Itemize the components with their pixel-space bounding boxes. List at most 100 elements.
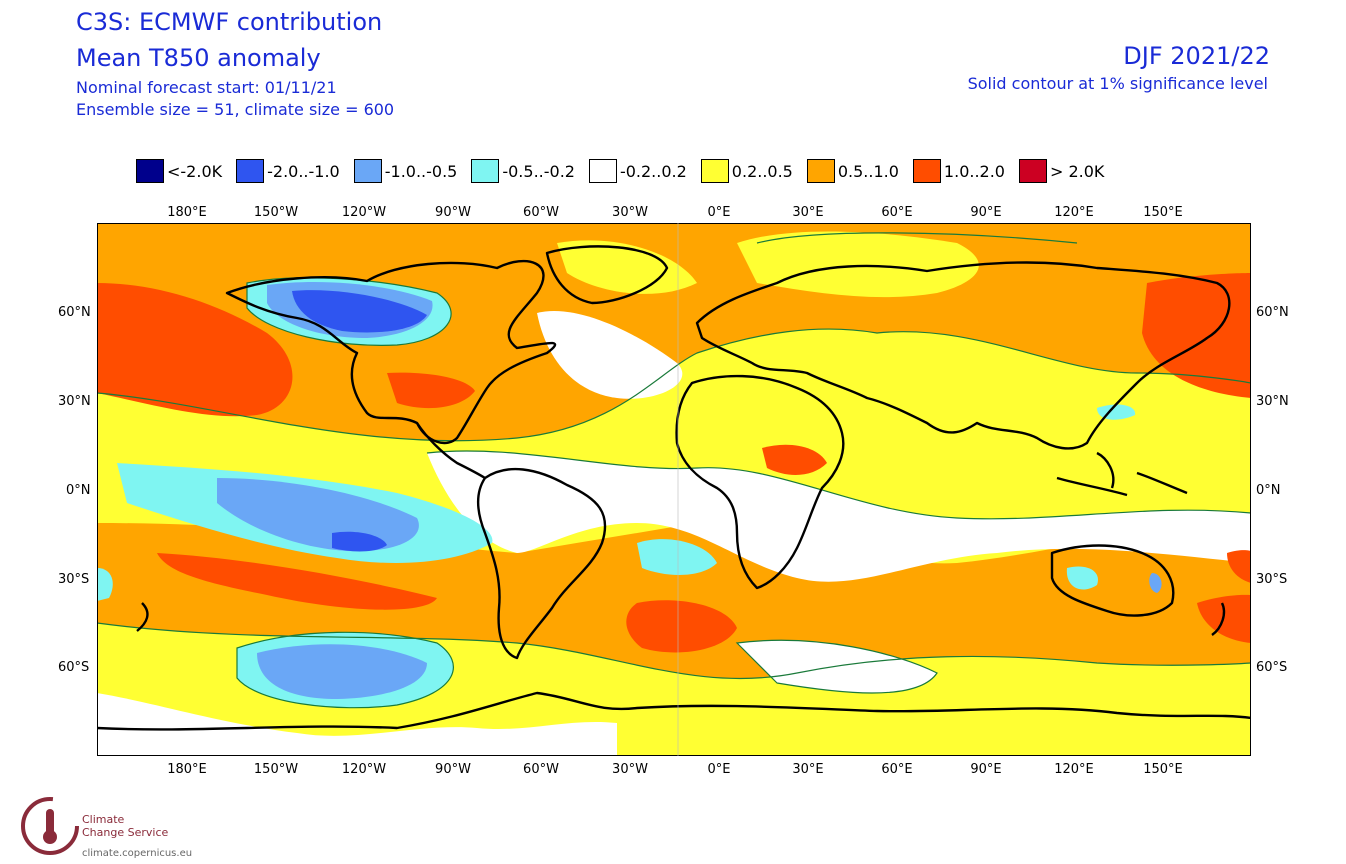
- legend-swatch: [471, 159, 500, 183]
- coastline-greenland: [545, 245, 669, 305]
- coastline-eurasia: [695, 261, 1231, 450]
- coastline-south-america: [477, 467, 607, 660]
- lat-label-left: 30°N: [58, 394, 91, 409]
- lon-label-top: 30°E: [792, 205, 824, 220]
- legend-item: 1.0..2.0: [912, 159, 1005, 183]
- legend-swatch: [912, 159, 941, 183]
- anomaly-region-strong-warm: [1227, 550, 1251, 583]
- coastlines: [97, 245, 1251, 731]
- legend-label: 0.2..0.5: [731, 161, 793, 181]
- anomaly-region-cold: [1149, 573, 1162, 593]
- lon-label-bottom: 60°E: [881, 762, 913, 777]
- lat-label-right: 60°N: [1256, 305, 1289, 320]
- legend-swatch: [1018, 159, 1047, 183]
- lon-label-top: 180°E: [167, 205, 207, 220]
- anomaly-region-weak-cold: [97, 568, 113, 601]
- color-legend: <-2.0K -2.0..-1.0 -1.0..-0.5 -0.5..-0.2 …: [136, 158, 1118, 184]
- legend-item: <-2.0K: [136, 159, 222, 183]
- lat-label-right: 0°N: [1256, 483, 1281, 498]
- ensemble-size: Ensemble size = 51, climate size = 600: [76, 100, 395, 119]
- lon-label-bottom: 90°E: [970, 762, 1002, 777]
- copernicus-url[interactable]: climate.copernicus.eu: [82, 848, 193, 859]
- legend-label: 0.5..1.0: [837, 161, 899, 181]
- lon-label-bottom: 30°E: [792, 762, 824, 777]
- significance-contour: [735, 639, 938, 694]
- significance-contour: [756, 232, 1078, 244]
- anomaly-region-weak-cold: [1066, 566, 1098, 590]
- legend-swatch: [353, 159, 382, 183]
- legend-label: -1.0..-0.5: [384, 161, 458, 181]
- lon-label-top: 150°W: [253, 205, 299, 220]
- legend-label: 1.0..2.0: [943, 161, 1005, 181]
- anomaly-region-strong-warm: [387, 372, 475, 409]
- anomaly-region-very-cold: [292, 290, 427, 333]
- lat-label-right: 30°N: [1256, 394, 1289, 409]
- legend-label: -2.0..-1.0: [267, 161, 340, 181]
- anomaly-region-strong-warm: [762, 444, 827, 475]
- lon-label-bottom: 30°W: [612, 762, 648, 777]
- significance-contour: [97, 622, 1251, 680]
- anomaly-region-strong-warm: [626, 600, 737, 653]
- lon-label-top: 30°W: [612, 205, 648, 220]
- lon-label-top: 90°E: [970, 205, 1002, 220]
- lat-label-right: 60°S: [1256, 660, 1288, 675]
- lat-label-left: 60°N: [58, 305, 91, 320]
- significance-contour: [426, 450, 1251, 520]
- legend-item: -0.2..0.2: [588, 159, 687, 183]
- lat-label-left: 0°N: [66, 483, 91, 498]
- anomaly-region-neutral: [427, 450, 1251, 582]
- lon-label-top: 60°E: [881, 205, 913, 220]
- coastline-australia: [1050, 544, 1175, 617]
- anomaly-map: [97, 223, 1251, 756]
- anomaly-region-weak-cold: [637, 539, 717, 575]
- lat-label-left: 60°S: [58, 660, 90, 675]
- anomaly-region-strong-warm: [97, 283, 293, 417]
- lon-label-bottom: 180°E: [167, 762, 207, 777]
- lon-label-bottom: 90°W: [435, 762, 471, 777]
- anomaly-region-neutral: [97, 693, 617, 756]
- anomaly-region-cold: [257, 644, 427, 699]
- anomaly-region-weak-warm: [737, 231, 979, 298]
- lon-label-bottom: 120°E: [1054, 762, 1094, 777]
- lon-label-top: 150°E: [1143, 205, 1183, 220]
- anomaly-region-very-cold: [332, 531, 387, 552]
- significance-contour: [236, 631, 454, 709]
- logo-line-climate: Climate: [82, 813, 125, 826]
- legend-item: > 2.0K: [1018, 159, 1104, 183]
- coastline-islands: [1056, 476, 1128, 497]
- legend-label: -0.5..-0.2: [502, 161, 575, 181]
- coastline-antarctica: [97, 691, 1251, 731]
- map-frame: [97, 223, 1251, 756]
- lon-label-top: 60°W: [523, 205, 559, 220]
- lon-label-bottom: 150°W: [253, 762, 299, 777]
- lon-label-bottom: 150°E: [1143, 762, 1183, 777]
- climate-change-service-logo: [21, 797, 79, 855]
- anomaly-region-cold: [217, 478, 419, 552]
- anomaly-region-weak-warm: [557, 240, 697, 294]
- lon-label-bottom: 0°E: [707, 762, 731, 777]
- legend-swatch: [236, 159, 265, 183]
- coastline-new-zealand: [136, 602, 149, 632]
- significance-contour: [97, 328, 1251, 442]
- legend-item: 0.5..1.0: [806, 159, 899, 183]
- anomaly-region-strong-warm: [157, 553, 437, 610]
- legend-swatch: [588, 159, 617, 183]
- lon-label-top: 90°W: [435, 205, 471, 220]
- lat-label-right: 30°S: [1256, 572, 1288, 587]
- lon-label-top: 120°E: [1054, 205, 1094, 220]
- season-label: DJF 2021/22: [1123, 42, 1270, 70]
- map-subtitle: Mean T850 anomaly: [76, 44, 321, 72]
- legend-swatch: [700, 159, 729, 183]
- legend-swatch: [806, 159, 835, 183]
- lon-label-bottom: 60°W: [523, 762, 559, 777]
- significance-contours: [97, 232, 1251, 709]
- legend-label: <-2.0K: [167, 161, 223, 181]
- map-title: C3S: ECMWF contribution: [76, 8, 383, 36]
- significance-note: Solid contour at 1% significance level: [967, 74, 1268, 93]
- anomaly-region-neutral: [537, 311, 683, 399]
- coastline-north-america: [225, 260, 556, 445]
- legend-swatch: [136, 159, 164, 183]
- legend-item: -1.0..-0.5: [353, 159, 458, 183]
- coastline-islands: [1096, 451, 1115, 489]
- coastline-africa: [675, 374, 845, 590]
